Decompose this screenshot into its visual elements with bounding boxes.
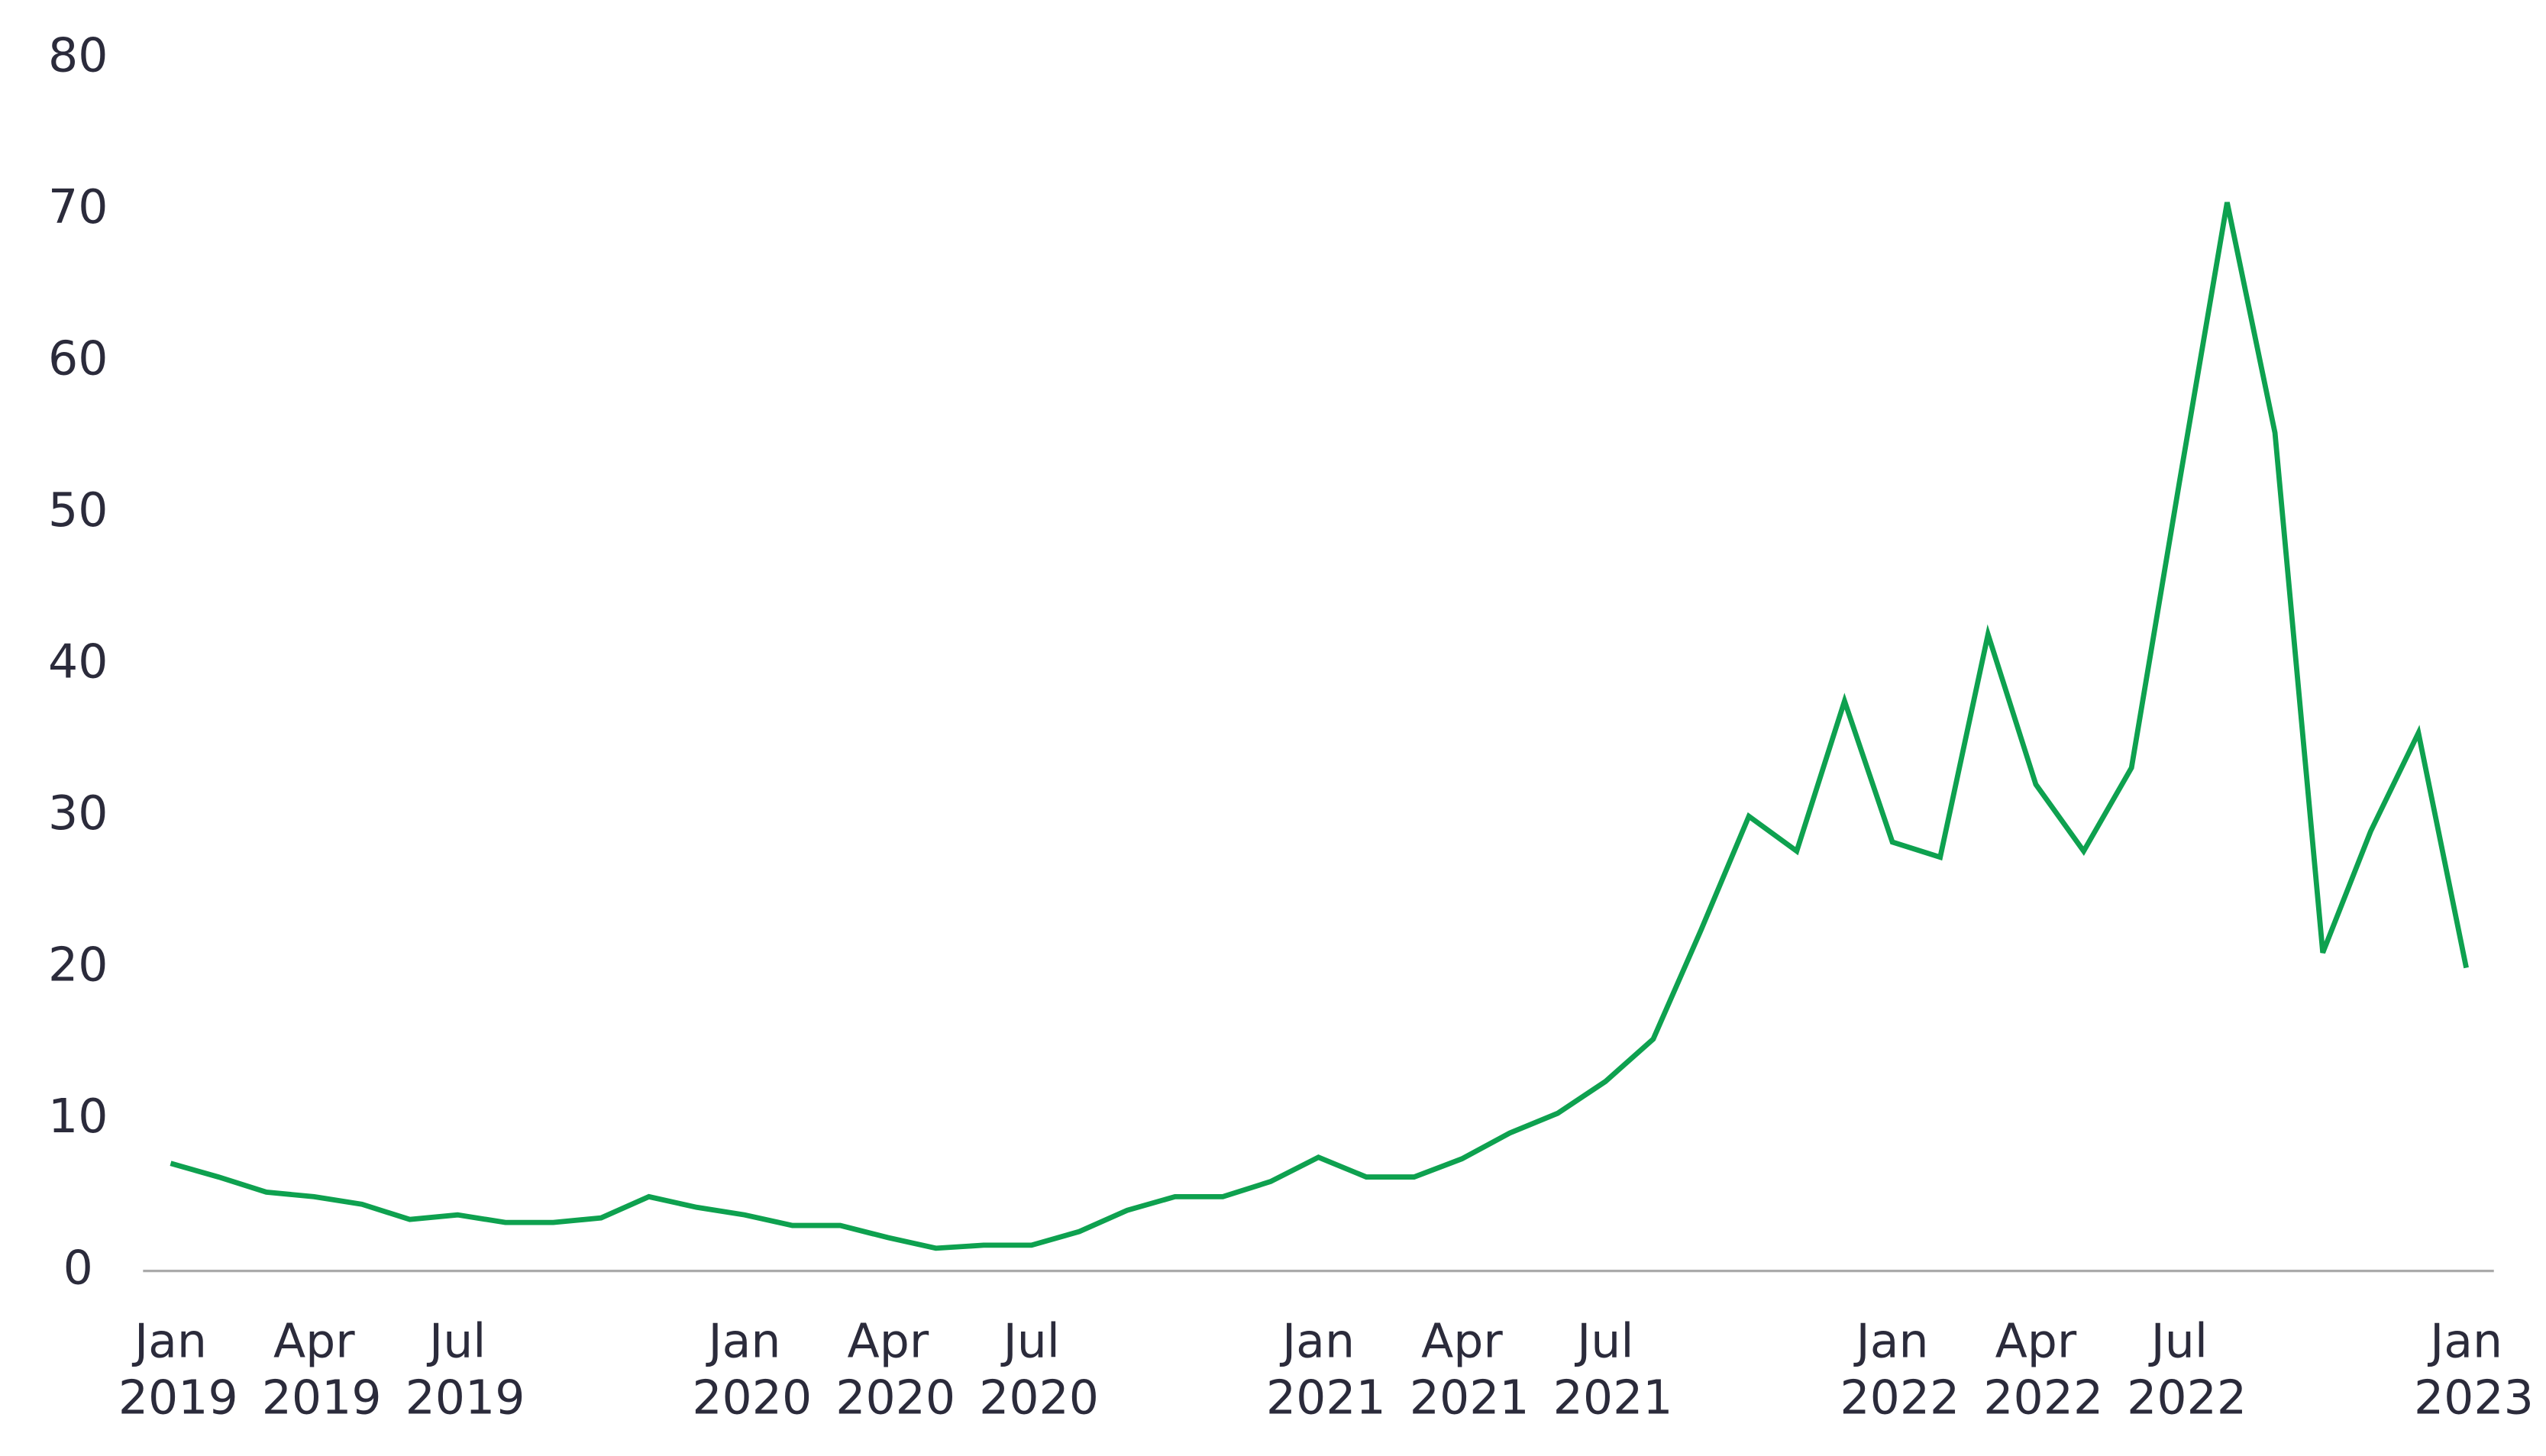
- y-tick-label: 70: [48, 179, 108, 234]
- x-tick-label: Jan 2019: [103, 1313, 237, 1425]
- y-tick-label: 40: [48, 634, 108, 689]
- y-tick-label: 0: [63, 1241, 93, 1296]
- x-tick-label: Apr 2019: [247, 1313, 381, 1425]
- y-tick-label: 30: [48, 786, 108, 841]
- x-tick-label: Jan 2020: [677, 1313, 812, 1425]
- y-tick-label: 80: [48, 28, 108, 83]
- x-tick-label: Jan 2022: [1825, 1313, 1960, 1425]
- x-tick-label: Jul 2022: [2112, 1313, 2247, 1425]
- x-tick-label: Jul 2021: [1538, 1313, 1672, 1425]
- x-tick-label: Jan 2021: [1251, 1313, 1385, 1425]
- x-tick-label: Apr 2020: [821, 1313, 955, 1425]
- x-tick-label: Apr 2022: [1969, 1313, 2103, 1425]
- x-tick-label: Jul 2020: [964, 1313, 1099, 1425]
- x-tick-label: Jan 2023: [2399, 1313, 2533, 1425]
- y-tick-label: 50: [48, 483, 108, 538]
- line-series: [170, 202, 2469, 1251]
- x-tick-label: Jul 2019: [390, 1313, 525, 1425]
- y-tick-label: 60: [48, 331, 108, 386]
- y-tick-label: 20: [48, 938, 108, 993]
- y-tick-label: 10: [48, 1089, 108, 1144]
- x-tick-label: Apr 2021: [1394, 1313, 1529, 1425]
